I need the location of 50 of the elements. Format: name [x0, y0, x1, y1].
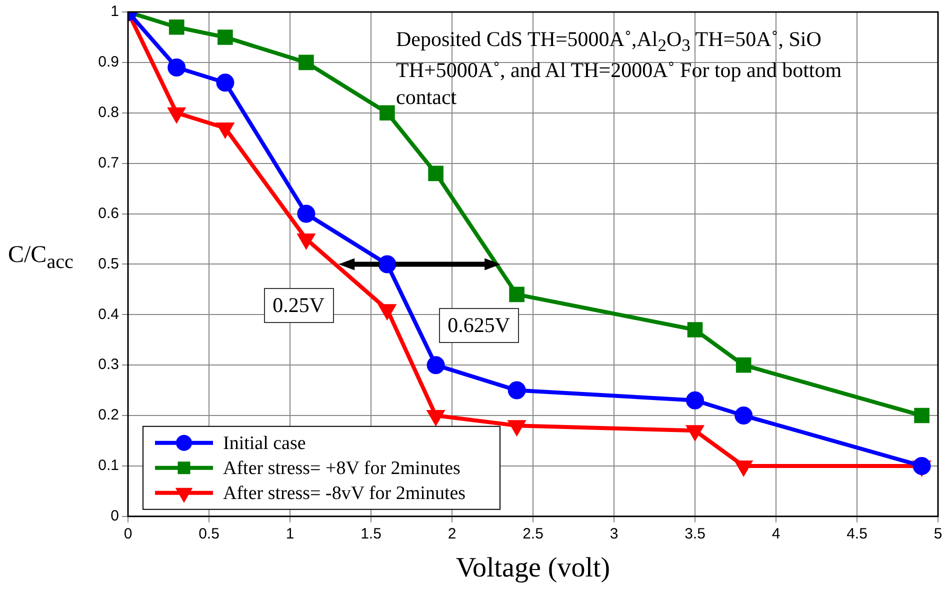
- legend-label: After stress= +8V for 2minutes: [223, 458, 460, 479]
- y-tick-label: 0.4: [98, 306, 119, 323]
- legend-label: After stress= -8vV for 2minutes: [223, 482, 466, 504]
- y-tick-label: 0.2: [98, 406, 119, 424]
- point: [298, 233, 314, 248]
- point: [686, 391, 704, 410]
- x-tick-label: 4.5: [846, 526, 868, 543]
- point: [736, 460, 752, 475]
- y-tick-label: 0.9: [98, 54, 119, 71]
- x-tick-label: 3: [610, 526, 618, 543]
- x-tick-label: 2.5: [522, 526, 544, 543]
- y-tick-label: 0.6: [98, 204, 119, 222]
- y-tick-label: 0: [110, 508, 119, 525]
- x-tick-label: 1: [286, 526, 294, 543]
- point: [914, 408, 930, 424]
- annotation: 0.625V: [438, 308, 520, 344]
- point: [426, 356, 445, 374]
- point: [298, 54, 314, 70]
- y-tick-label: 1: [110, 3, 119, 20]
- x-tick-label: 1.5: [360, 526, 382, 543]
- y-tick-label: 0.5: [98, 255, 119, 272]
- y-tick-label: 0.8: [98, 104, 119, 122]
- point: [734, 406, 753, 425]
- x-tick-label: 2: [448, 526, 456, 543]
- point: [297, 204, 316, 223]
- point: [216, 74, 234, 92]
- point: [428, 166, 444, 182]
- point: [168, 19, 184, 35]
- y-axis-title: C/C$_{acc}$: [8, 242, 74, 274]
- point: [736, 357, 752, 373]
- x-tick-label: 0.5: [198, 526, 220, 543]
- annotation: 0.25V: [264, 288, 334, 324]
- x-axis-title: Voltage (volt): [456, 552, 610, 584]
- point: [508, 381, 526, 400]
- point: [378, 255, 396, 274]
- x-tick-label: 3.5: [684, 526, 706, 543]
- point: [509, 286, 524, 302]
- x-tick-label: 5: [934, 526, 942, 543]
- point: [687, 322, 703, 338]
- point: [912, 456, 931, 475]
- y-tick-label: 0.7: [98, 154, 119, 172]
- y-tick-label: 0.1: [98, 457, 119, 474]
- legend-label: Initial case: [223, 432, 306, 454]
- x-tick-label: 4: [772, 526, 780, 543]
- point: [380, 105, 395, 121]
- y-tick-label: 0.3: [98, 356, 119, 374]
- annotation: Deposited CdS TH=5000A˚,Al$_{2}$O$_{3}$ TH=50A˚, SiO TH+5000A˚, and Al TH=2000A˚ For top and bottom contact: [396, 26, 843, 112]
- point: [218, 30, 233, 45]
- point: [168, 58, 186, 76]
- x-tick-label: 0: [124, 526, 132, 543]
